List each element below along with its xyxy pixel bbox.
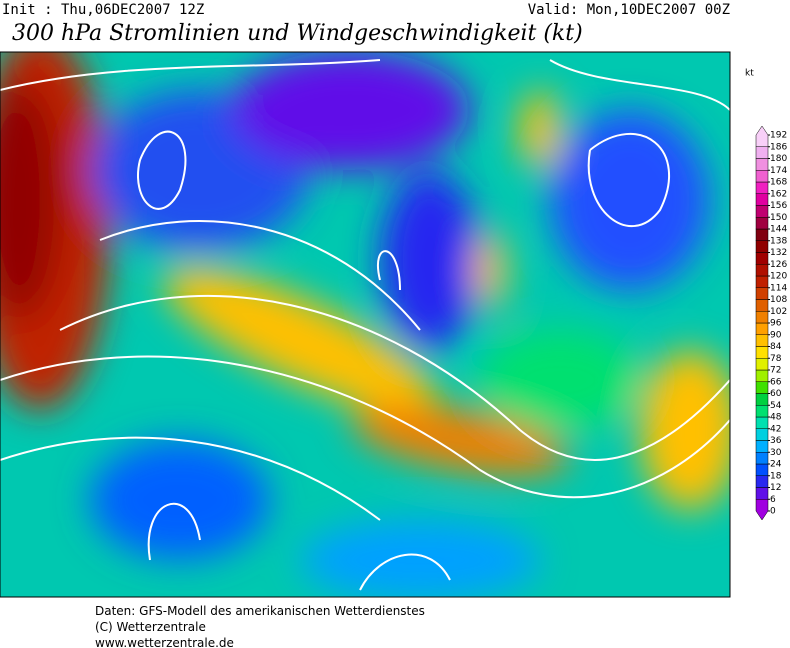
legend-swatch [755, 228, 769, 241]
legend-tick-label: 156 [770, 201, 787, 211]
legend-swatch [755, 275, 769, 288]
color-legend: 0612182430364248546066727884909610210811… [755, 125, 787, 521]
legend-swatch [755, 205, 769, 218]
legend-tick-label: 138 [770, 236, 787, 246]
legend-tick-label: 126 [770, 260, 787, 270]
footer-line: Daten: GFS-Modell des amerikanischen Wet… [95, 604, 425, 618]
legend-tick-label: 30 [770, 448, 782, 458]
footer-line: (C) Wetterzentrale [95, 620, 206, 634]
legend-swatch [755, 416, 769, 429]
legend-swatch [755, 264, 769, 277]
legend-tick-label: 0 [770, 507, 776, 517]
legend-tick-label: 132 [770, 248, 787, 258]
init-time: Init : Thu,06DEC2007 12Z [2, 2, 204, 18]
legend-tick-label: 78 [770, 354, 782, 364]
legend-tick-label: 180 [770, 154, 787, 164]
legend-tick-label: 120 [770, 272, 787, 282]
legend-tick-label: 96 [770, 319, 782, 329]
legend-swatch [755, 463, 769, 476]
legend-swatch [755, 405, 769, 418]
legend-tick-label: 90 [770, 330, 782, 340]
legend-tick-label: 168 [770, 178, 787, 188]
legend-tick-label: 60 [770, 389, 782, 399]
legend-tick-label: 48 [770, 413, 782, 423]
legend-tick-label: 72 [770, 366, 781, 376]
legend-swatch [755, 358, 769, 371]
legend-tick-label: 36 [770, 436, 782, 446]
legend-swatch [755, 346, 769, 359]
legend-swatch [755, 299, 769, 312]
legend-swatch [755, 475, 769, 488]
legend-swatch [755, 369, 769, 382]
legend-swatch [755, 440, 769, 453]
legend-swatch [755, 193, 769, 206]
legend-tick-label: 174 [770, 166, 787, 176]
legend-swatch [755, 158, 769, 171]
legend-swatch [755, 487, 769, 500]
map-title: 300 hPa Stromlinien und Windgeschwindigk… [12, 21, 583, 46]
legend-tick-label: 192 [770, 131, 787, 141]
legend-tick-label: 66 [770, 377, 782, 387]
legend-tick-label: 162 [770, 189, 787, 199]
legend-unit: kt [745, 69, 754, 79]
legend-swatch [755, 428, 769, 441]
legend-tick-label: 150 [770, 213, 787, 223]
legend-swatch [755, 125, 769, 147]
legend-swatch [755, 252, 769, 265]
legend-tick-label: 102 [770, 307, 787, 317]
legend-tick-label: 18 [770, 471, 782, 481]
legend-swatch [755, 499, 769, 521]
footer-line: www.wetterzentrale.de [95, 636, 234, 648]
legend-tick-label: 144 [770, 225, 787, 235]
legend-tick-label: 84 [770, 342, 782, 352]
legend-tick-label: 42 [770, 424, 781, 434]
legend-swatch [755, 217, 769, 230]
valid-time: Valid: Mon,10DEC2007 00Z [528, 2, 730, 18]
legend-tick-label: 12 [770, 483, 781, 493]
legend-swatch [755, 322, 769, 335]
map-frame [0, 51, 731, 598]
legend-swatch [755, 381, 769, 394]
legend-tick-label: 54 [770, 401, 782, 411]
legend-swatch [755, 146, 769, 159]
legend-tick-label: 108 [770, 295, 787, 305]
legend-tick-label: 114 [770, 283, 787, 293]
legend-swatch [755, 240, 769, 253]
legend-swatch [755, 393, 769, 406]
legend-tick-label: 24 [770, 460, 782, 470]
legend-swatch [755, 311, 769, 324]
legend-swatch [755, 181, 769, 194]
legend-swatch [755, 334, 769, 347]
legend-swatch [755, 287, 769, 300]
legend-tick-label: 186 [770, 142, 787, 152]
legend-swatch [755, 170, 769, 183]
legend-tick-label: 6 [770, 495, 776, 505]
wind-map [0, 52, 730, 597]
legend-swatch [755, 452, 769, 465]
